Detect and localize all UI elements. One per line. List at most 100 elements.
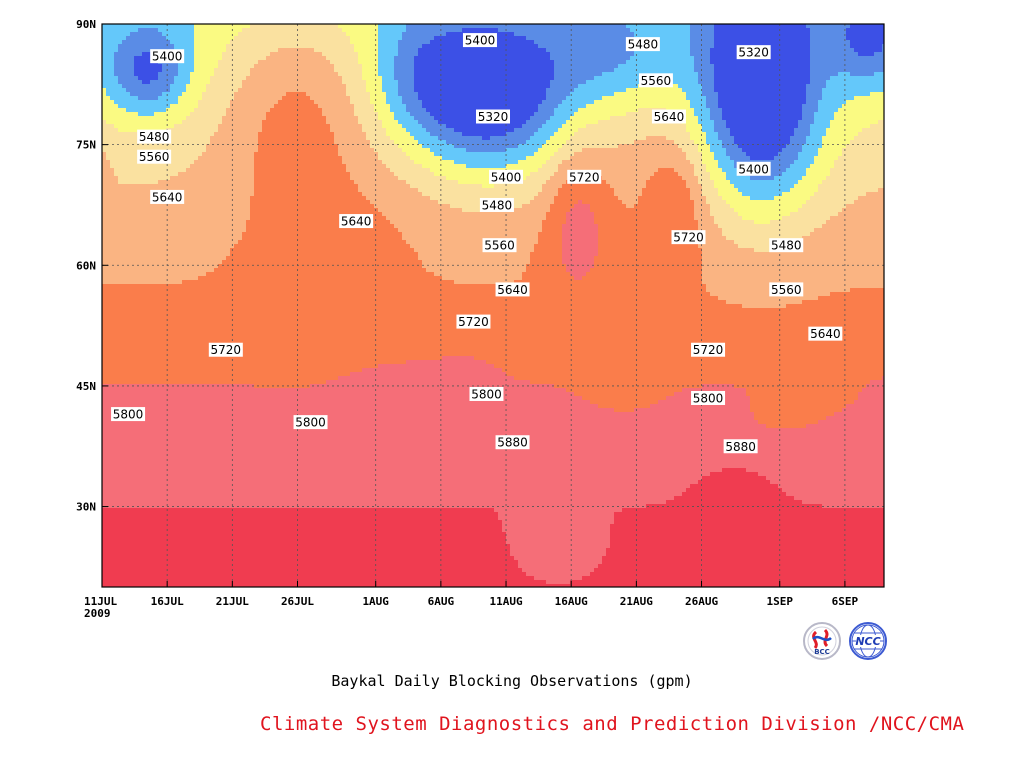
contour-band [866,384,884,389]
contour-band [306,92,347,97]
contour-band [462,28,499,33]
contour-band [102,328,884,333]
contour-label-bg [111,407,146,422]
contour-band [854,96,884,101]
contour-band [726,172,747,177]
contour-band [578,108,639,113]
contour-band [258,136,335,141]
contour-band [562,236,599,241]
contour-band [698,180,715,185]
contour-band [698,244,739,249]
contour-band [226,112,267,117]
contour-band [386,216,547,221]
contour-band [850,288,884,293]
contour-band [614,520,884,525]
contour-band [578,128,687,133]
contour-band [542,100,563,105]
contour-band [702,272,884,277]
contour-band [102,448,884,453]
contour-band [378,40,399,45]
contour-band [606,552,884,557]
contour-band [410,156,443,161]
contour-band [706,136,719,141]
contour-label: 5720 [673,231,704,245]
contour-band [706,96,719,101]
contour-band [346,32,379,37]
contour-band [102,436,884,441]
contour-band [798,180,823,185]
contour-label-bg [691,342,726,357]
contour-band [258,148,339,153]
contour-band [610,536,884,541]
contour-band [102,540,507,545]
contour-band [606,180,647,185]
contour-band [698,232,723,237]
contour-band [610,528,884,533]
contour-band [530,380,871,385]
contour-band [194,36,235,41]
x-tick-label: 6AUG [428,595,455,608]
contour-band [702,92,719,97]
contour-band [834,112,884,117]
contour-band [458,180,519,185]
contour-band [854,200,884,205]
contour-band [402,32,447,37]
contour-band [350,372,507,377]
contour-band [630,56,695,61]
contour-band [726,148,743,153]
contour-band [710,204,731,209]
bcc-logo-text: BCC [814,648,830,656]
contour-band [674,168,695,173]
contour-band [210,80,243,85]
contour-band [826,416,884,421]
contour-band [722,196,751,201]
contour-band [718,296,819,301]
contour-band [102,60,115,65]
contour-band [514,280,703,285]
contour-band [118,44,175,49]
contour-band [350,100,371,105]
contour-band [102,508,495,513]
contour-band [126,88,171,93]
contour-band [506,540,611,545]
contour-band [686,488,783,493]
contour-band [626,60,695,65]
contour-band [782,488,884,493]
contour-band [562,100,595,105]
contour-band [438,136,483,141]
contour-band [206,272,435,277]
contour-band [810,44,851,49]
contour-band [818,184,884,189]
contour-band [702,264,884,269]
contour-band [446,140,527,145]
contour-band [250,72,339,77]
contour-band [102,472,711,477]
contour-band [694,172,711,177]
contour-band [102,176,119,181]
contour-band [362,368,503,373]
contour-band [594,264,703,269]
contour-band [558,188,615,193]
contour-band [726,236,803,241]
contour-band [822,92,871,97]
contour-band [690,104,707,109]
contour-band [846,32,884,37]
contour-band [442,356,475,361]
contour-band [102,280,183,285]
contour-band [818,148,843,153]
contour-band [178,56,195,61]
contour-band [102,500,667,505]
contour-band [638,40,691,45]
contour-band [738,144,787,149]
contour-band [334,64,363,69]
contour-band [806,140,823,145]
contour-band [714,80,811,85]
contour-band [550,52,635,57]
contour-band [698,72,715,77]
contour-band [498,516,615,521]
contour-band [418,120,439,125]
contour-band [526,36,635,41]
contour-band [570,272,587,277]
contour-band [102,392,575,397]
contour-band [530,260,563,265]
